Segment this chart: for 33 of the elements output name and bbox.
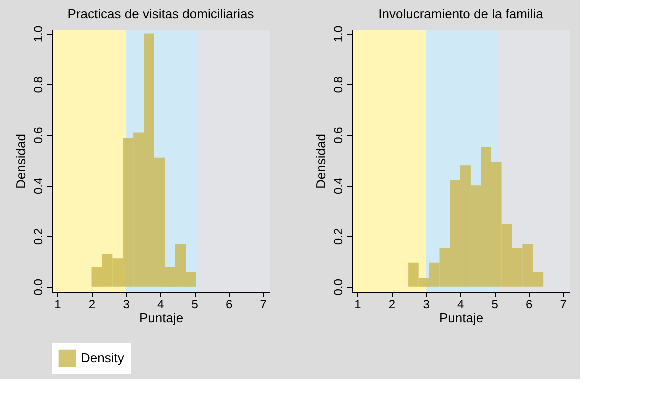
x-axis-title: Puntaje — [439, 310, 484, 326]
y-tick-label: 0.4 — [332, 178, 346, 195]
y-axis-title: Densidad — [14, 134, 28, 189]
y-tick-label: 0.8 — [332, 76, 346, 94]
x-tick-label: 2 — [88, 298, 96, 312]
y-tick-label: 0.6 — [32, 126, 46, 144]
y-tick-label: 0.0 — [32, 278, 46, 296]
x-tick-label: 2 — [388, 298, 396, 312]
y-tick-label: 0.0 — [332, 278, 346, 296]
x-tick-label: 6 — [226, 298, 234, 312]
y-tick-label: 1.0 — [32, 26, 46, 43]
x-tick-label: 4 — [157, 298, 164, 312]
x-tick-label: 1 — [354, 298, 362, 312]
x-tick-label: 5 — [192, 298, 199, 312]
y-tick-label: 0.6 — [332, 126, 346, 144]
x-axis-title: Puntaje — [139, 310, 184, 326]
x-tick-label: 5 — [492, 298, 499, 312]
x-tick-label: 7 — [560, 298, 568, 312]
y-axis-title: Densidad — [314, 134, 328, 189]
y-tick-label: 0.4 — [32, 178, 46, 195]
y-tick-label: 0.2 — [32, 228, 46, 246]
x-tick-label: 1 — [54, 298, 62, 312]
x-tick-label: 7 — [260, 298, 268, 312]
x-tick-label: 3 — [123, 298, 130, 312]
x-tick-label: 4 — [457, 298, 464, 312]
y-tick-label: 1.0 — [332, 26, 346, 43]
chart-title: Involucramiento de la familia — [378, 6, 544, 22]
legend-label: Density — [81, 350, 125, 366]
y-tick-label: 0.8 — [32, 76, 46, 94]
x-tick-label: 3 — [423, 298, 430, 312]
chart-title: Practicas de visitas domiciliarias — [68, 6, 255, 22]
y-tick-label: 0.2 — [332, 228, 346, 246]
x-tick-label: 6 — [526, 298, 534, 312]
